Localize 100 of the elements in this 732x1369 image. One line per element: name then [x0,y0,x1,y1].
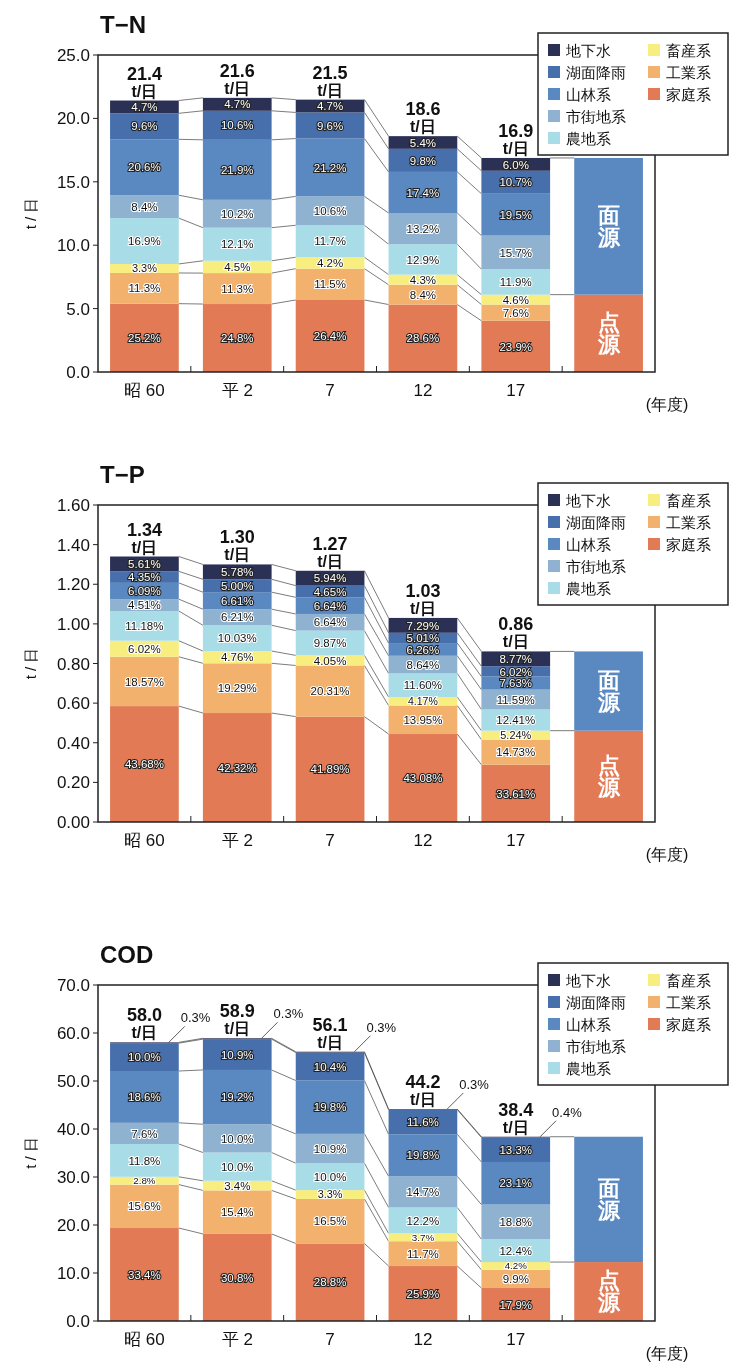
annotation: 23.9% [499,340,533,353]
annotation: 26.4% [313,330,347,343]
annotation: 10.9% [313,1142,347,1155]
annotation: 3.7% [411,1231,435,1243]
series-label: 点源 [596,310,621,358]
annotation: 11.9% [499,276,532,289]
annotation: 5.4% [409,136,437,149]
annotation: 20.6% [128,161,161,174]
annotation: 8.4% [131,200,158,213]
legend-label: 市街地系 [566,1038,626,1055]
annotation: 11.6% [407,1116,439,1129]
legend-label: 農地系 [566,580,611,597]
legend-label: 山林系 [566,1016,611,1033]
x-axis-title: (年度) [645,396,689,413]
annotation: 10.9% [220,1048,254,1061]
bar [388,304,458,372]
legend-label: 農地系 [566,1060,611,1077]
bar [202,304,272,372]
legend-label: 市街地系 [566,558,626,575]
legend-label: 家庭系 [666,1016,711,1033]
x-tick-label: 平 2 [221,831,253,850]
x-tick-label: 17 [506,381,526,400]
annotation: 6.02% [499,665,533,678]
y-tick-label: 0.20 [56,773,90,793]
annotation: 11.59% [496,693,535,706]
annotation: 15.6% [128,1200,161,1213]
legend-label: 畜産系 [666,972,711,989]
annotation: 9.6% [316,119,344,132]
annotation: 25.2% [128,331,161,344]
annotation: 12.9% [406,253,440,266]
bar [481,1161,551,1205]
annotation: 6.02% [128,642,161,655]
bar [202,1069,272,1125]
annotation: 4.17% [408,695,438,708]
annotation: 4.7% [131,101,158,114]
annotation: 19.8% [313,1101,347,1114]
annotation: 11.60% [403,679,442,692]
annotation: 21.9% [220,163,254,176]
total-label: 56.1 t/日 [312,1014,348,1051]
legend-label: 地下水 [565,42,611,59]
y-tick-label: 10.0 [56,236,90,256]
bar [574,1136,643,1263]
annotation: 8.64% [406,658,440,671]
bar [295,299,365,372]
annotation: 7.63% [499,677,533,690]
annotation: 10.6% [313,204,347,217]
annotation: 43.08% [403,772,443,785]
annotation: 11.5% [314,278,346,291]
annotation: 6.26% [406,643,440,656]
series-label: 点源 [596,1268,621,1316]
total-label: 16.9 t/日 [498,120,534,157]
chart-title: T−N [100,11,147,38]
bar [388,734,458,822]
annotation: 10.4% [313,1060,347,1073]
x-tick-label: 7 [325,381,335,400]
annotation: 5.01% [406,632,440,645]
annotation: 9.8% [409,154,437,167]
annotation: 0.4% [552,1104,583,1120]
y-tick-label: 1.40 [56,535,90,555]
annotation: 12.4% [499,1244,533,1257]
annotation: 33.4% [128,1268,161,1281]
x-axis-title: (年度) [645,1345,689,1362]
annotation: 41.89% [310,763,350,776]
annotation: 10.7% [499,176,533,189]
annotation: 14.73% [496,746,536,759]
y-tick-label: 1.60 [56,496,90,515]
bar [202,1190,272,1234]
annotation: 0.3% [180,1010,211,1026]
bar [202,663,272,714]
total-label: 1.30 t/日 [219,527,255,564]
annotation: 3.3% [317,1188,343,1201]
y-axis-title: t / 日 [22,647,39,680]
total-label: 21.5 t/日 [312,62,348,99]
annotation: 12.1% [220,238,254,251]
annotation: 16.5% [313,1215,347,1228]
y-tick-label: 0.00 [56,813,90,832]
y-tick-label: 1.20 [56,575,90,595]
bar [202,713,272,822]
annotation: 6.64% [313,616,347,629]
annotation: 4.7% [224,98,251,111]
legend-label: 地下水 [565,972,611,989]
annotation: 8.77% [499,652,533,665]
annotation: 9.9% [502,1273,529,1286]
annotation: 19.8% [406,1149,440,1162]
y-tick-label: 25.0 [56,46,90,65]
series-label: 面源 [596,667,621,715]
annotation: 5.94% [313,572,347,585]
y-tick-label: 0.0 [66,1312,90,1331]
bar [110,706,179,822]
annotation: 4.3% [409,273,437,286]
legend-label: 湖面降雨 [566,994,626,1011]
annotation: 18.6% [128,1091,161,1104]
y-axis-title: t / 日 [22,1137,39,1169]
y-tick-label: 50.0 [56,1072,90,1091]
bar [202,139,272,200]
annotation: 10.0% [220,1160,254,1173]
y-tick-label: 5.0 [66,299,90,319]
y-tick-label: 0.40 [56,733,90,753]
x-tick-label: 7 [325,1330,335,1349]
annotation: 6.61% [220,594,254,607]
